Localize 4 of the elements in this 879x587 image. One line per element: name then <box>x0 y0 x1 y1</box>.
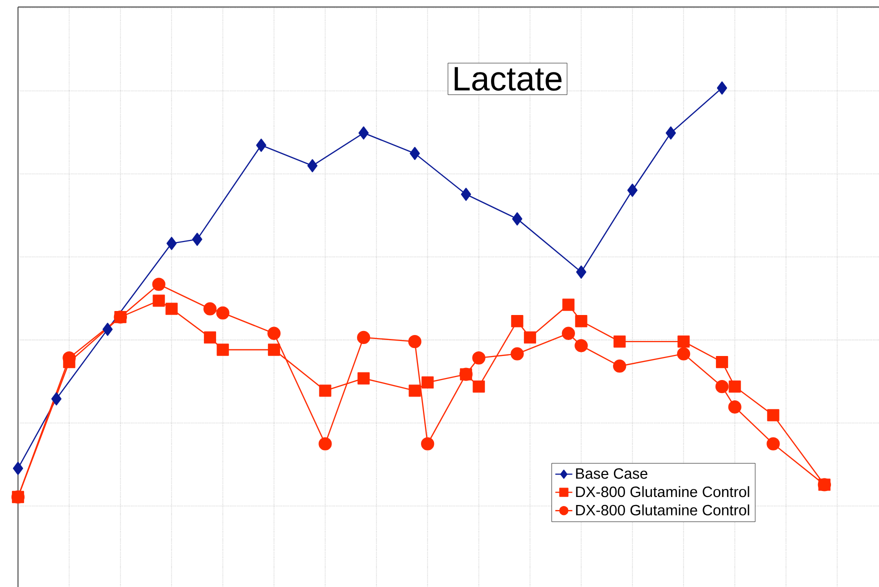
chart-title: Lactate <box>454 67 562 91</box>
legend-label: DX-800 Glutamine Control <box>576 504 750 516</box>
legend-label: DX-800 Glutamine Control <box>576 486 750 498</box>
legend-label: Base Case <box>576 468 648 479</box>
